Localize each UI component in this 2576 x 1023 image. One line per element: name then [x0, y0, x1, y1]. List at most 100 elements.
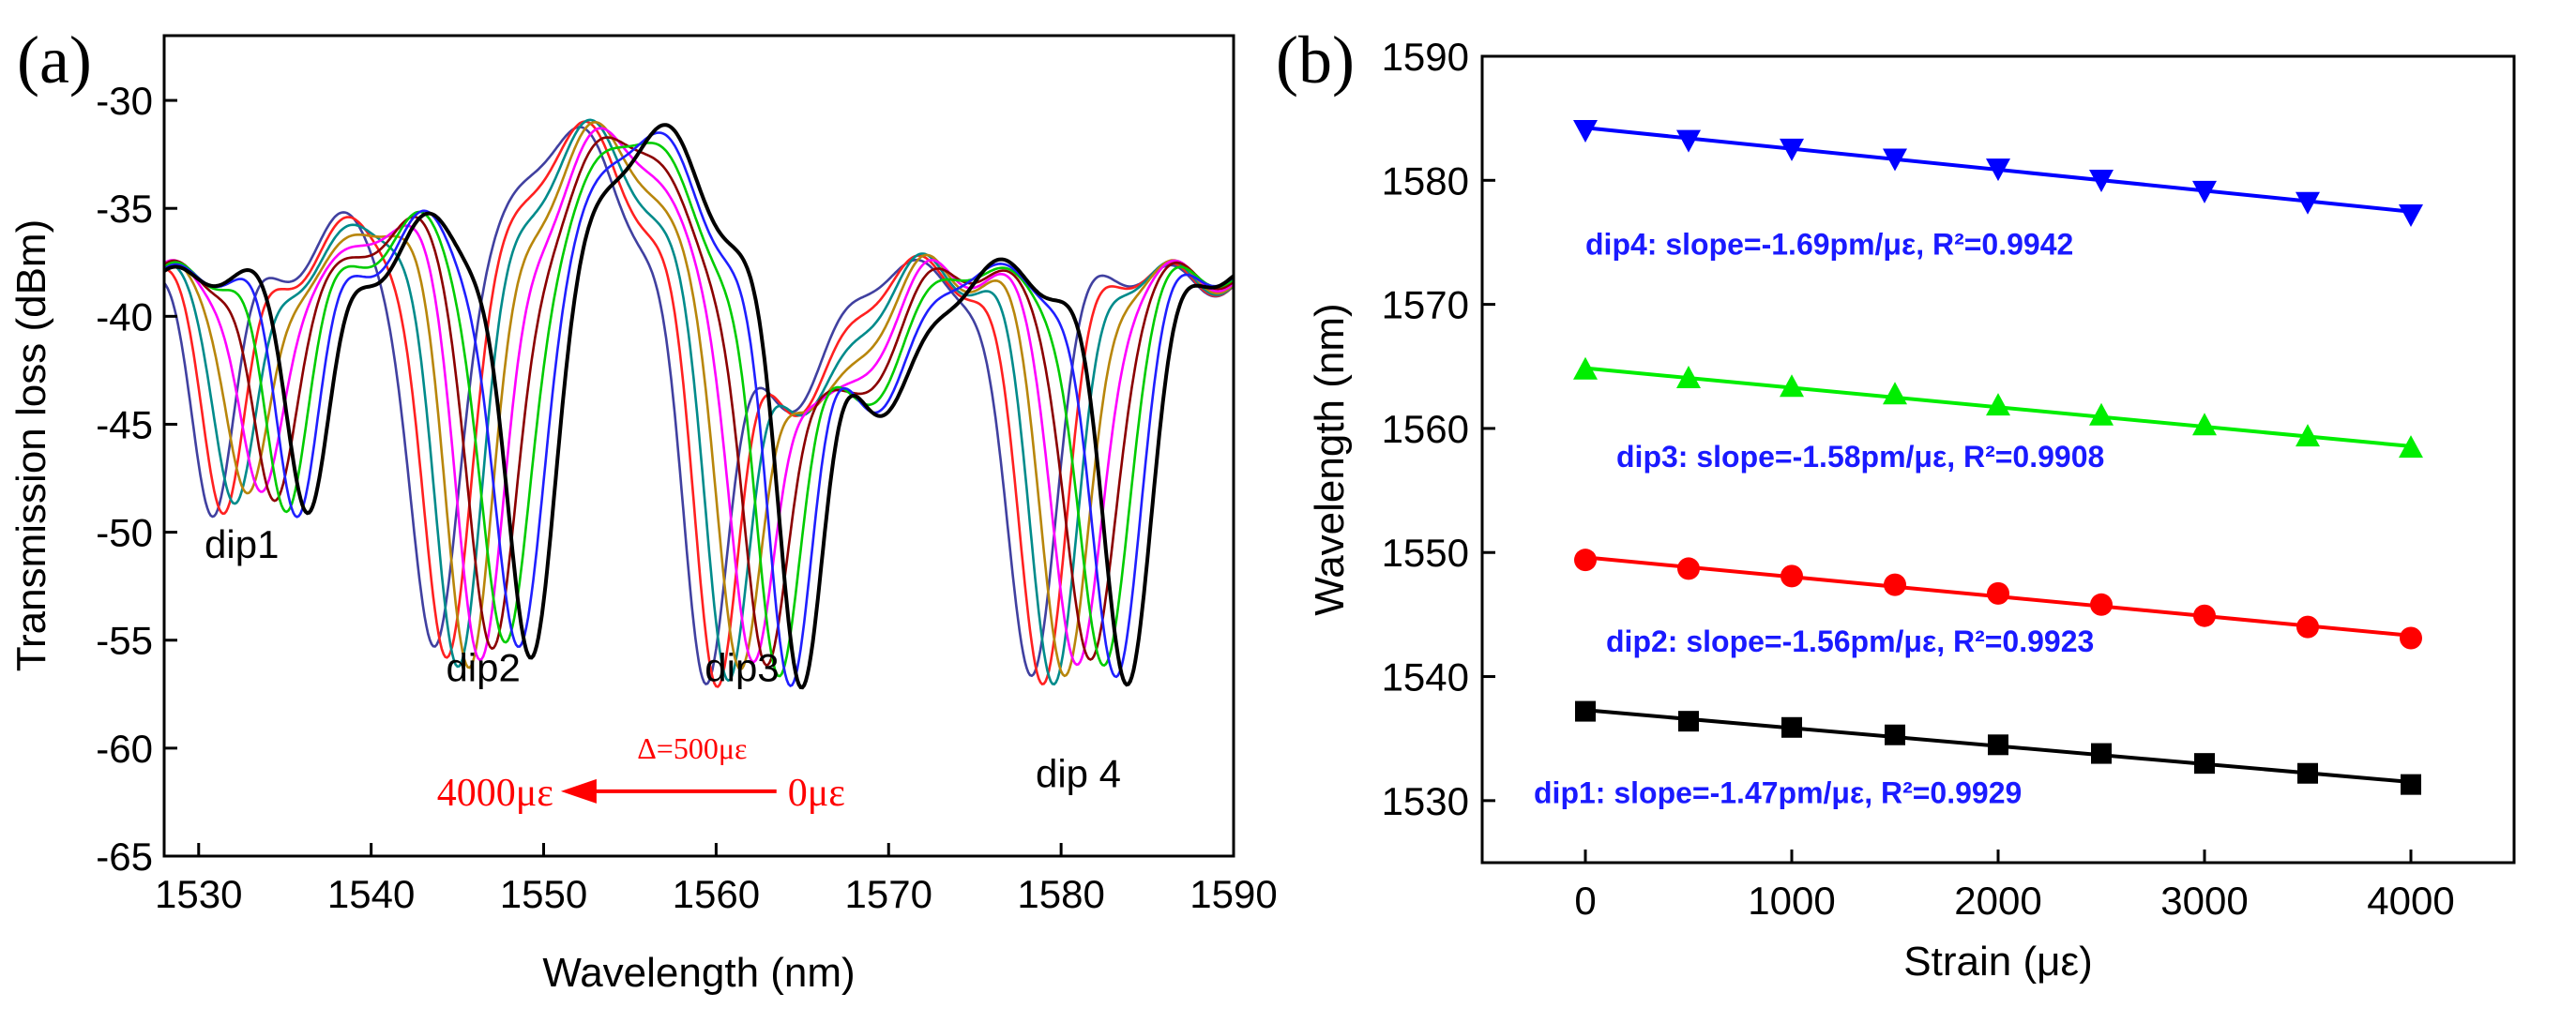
y-tick-label: 1550	[1382, 531, 1469, 575]
x-tick-label: 1000	[1748, 879, 1835, 923]
x-tick-label: 1540	[327, 872, 415, 916]
panel-a-y-ticks: -65 -60 -55 -50 -45 -40 -35 -30	[96, 79, 177, 879]
spectrum-curve-1500με	[163, 136, 1235, 667]
dip3-point	[1676, 366, 1701, 388]
dip4-point	[2089, 169, 2114, 192]
dip2-point	[1574, 549, 1597, 572]
dip4-fit-label: dip4: slope=-1.69pm/με, R²=0.9942	[1585, 228, 2073, 262]
dip-annotation: dip3	[705, 645, 779, 689]
spectrum-curve-500με	[163, 131, 1235, 688]
dip4-point	[1676, 129, 1701, 153]
panel-a-x-ticks: 1530 1540 1550 1560 1570 1580 1590	[155, 843, 1278, 916]
dip3-point	[1883, 382, 1907, 405]
dip2-fit-label: dip2: slope=-1.56pm/με, R²=0.9923	[1606, 624, 2094, 658]
spectrum-curve-2500με	[163, 120, 1235, 678]
panel-b-x-ticks: 0 1000 2000 3000 4000	[1574, 850, 2455, 923]
dip2-point	[1780, 564, 1803, 588]
dip4-point	[1986, 158, 2010, 182]
dip3-point	[1986, 393, 2010, 416]
dip2-point	[2400, 626, 2422, 650]
dip-annotation: dip1	[205, 522, 279, 566]
y-tick-label: -55	[96, 619, 153, 663]
dip1-point	[1988, 734, 2008, 756]
x-tick-label: 4000	[2367, 879, 2454, 923]
panel-b-y-axis-label: Wavelength (nm)	[1307, 303, 1353, 615]
x-tick-label: 1560	[673, 872, 760, 916]
x-tick-label: 1530	[155, 872, 242, 916]
y-tick-label: 1590	[1382, 35, 1469, 79]
dip1-point	[1575, 700, 1596, 722]
spectrum-curve-1000με	[163, 142, 1235, 678]
y-tick-label: -30	[96, 79, 153, 123]
x-tick-label: 2000	[1954, 879, 2041, 923]
dip4-point	[1883, 148, 1907, 172]
dip3-fit-label: dip3: slope=-1.58pm/με, R²=0.9908	[1616, 440, 2104, 474]
dip-annotations: dip1 dip2 dip3 dip 4	[205, 522, 1121, 795]
x-tick-label: 1580	[1017, 872, 1104, 916]
dip1-point	[1781, 716, 1802, 738]
dip4-point	[1573, 120, 1598, 143]
y-tick-label: -50	[96, 511, 153, 555]
x-tick-label: 1550	[500, 872, 587, 916]
dip4-point	[1780, 138, 1804, 161]
panel-b-y-ticks: 1530 1540 1550 1560 1570 1580 1590	[1382, 35, 1495, 823]
y-tick-label: 1540	[1382, 655, 1469, 700]
dip2-point	[2193, 604, 2216, 627]
spectrum-curve-2000με	[163, 127, 1235, 667]
fit-series	[1573, 120, 2423, 795]
panel-b-x-axis-label: Strain (με)	[1903, 939, 2092, 985]
dip-annotation: dip2	[446, 645, 520, 689]
panel-a-x-axis-label: Wavelength (nm)	[542, 950, 855, 996]
x-tick-label: 1590	[1190, 872, 1277, 916]
dip2-point	[2296, 615, 2319, 639]
dip2-point	[1987, 581, 2009, 605]
dip3-point	[2296, 424, 2320, 447]
panel-b-label: (b)	[1276, 23, 1355, 98]
panel-a-label: (a)	[17, 23, 92, 98]
x-tick-label: 0	[1574, 879, 1596, 923]
panel-a-plot-frame	[162, 34, 1235, 858]
dip1-point	[2297, 762, 2318, 784]
spectrum-curve-0με	[162, 123, 1235, 690]
fit-labels: dip1: slope=-1.47pm/με, R²=0.9929 dip2: s…	[1534, 228, 2104, 810]
spectrum-curves	[162, 118, 1235, 690]
y-tick-label: -65	[96, 835, 153, 879]
spectrum-curve-4000με	[162, 126, 1235, 685]
dip4-point	[2399, 204, 2423, 228]
dip4-point	[2192, 180, 2217, 203]
y-tick-label: -40	[96, 294, 153, 338]
y-tick-label: 1530	[1382, 779, 1469, 823]
y-tick-label: -45	[96, 402, 153, 446]
dip2-point	[2090, 593, 2113, 616]
y-tick-label: 1580	[1382, 158, 1469, 203]
dip3-point	[2192, 413, 2217, 436]
panel-a-transmission-spectra: (a) 1530 1540 1550 1560 1570 1580 1590 -65-60-…	[8, 23, 1278, 996]
spectrum-curve-3000με	[163, 118, 1235, 686]
dip1-fit-label: dip1: slope=-1.47pm/με, R²=0.9929	[1534, 775, 2022, 809]
dip3-point	[1780, 374, 1804, 398]
arrow-from-label: 0με	[788, 772, 845, 815]
arrow-step-label: Δ=500με	[637, 731, 747, 765]
x-tick-label: 1570	[845, 872, 932, 916]
dip1-point	[1885, 724, 1905, 745]
arrow-head	[560, 778, 597, 804]
strain-arrow: 0με 4000με Δ=500με	[437, 731, 845, 815]
panel-b-linear-fits: (b) 0 1000 2000 3000 4000 153015401550156015…	[1276, 23, 2516, 985]
dip3-point	[2399, 435, 2423, 459]
dip1-point	[2091, 743, 2112, 764]
x-tick-label: 3000	[2160, 879, 2248, 923]
panel-a-y-axis-label: Transmission loss (dBm)	[8, 219, 54, 671]
y-tick-label: -35	[96, 187, 153, 231]
spectrum-curve-3500με	[163, 120, 1235, 688]
dip4-point	[2296, 191, 2320, 215]
dip-annotation: dip 4	[1036, 751, 1121, 795]
dip1-point	[2194, 753, 2215, 775]
dip3-point	[1573, 356, 1598, 380]
dip2-point	[1884, 573, 1906, 596]
y-tick-label: 1570	[1382, 283, 1469, 327]
arrow-to-label: 4000με	[437, 772, 553, 815]
y-tick-label: -60	[96, 727, 153, 771]
dip1-point	[1678, 711, 1699, 732]
dip2-point	[1677, 557, 1700, 580]
